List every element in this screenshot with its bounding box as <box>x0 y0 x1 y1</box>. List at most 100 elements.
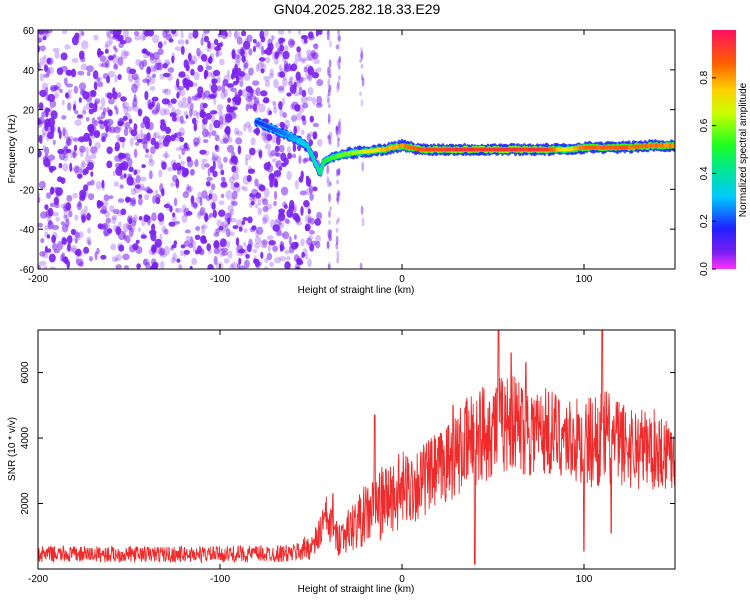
noise-blob <box>203 90 211 98</box>
noise-blob <box>301 35 309 45</box>
noise-blob <box>211 130 217 137</box>
noise-blob <box>80 213 87 222</box>
noise-blob <box>99 55 107 63</box>
noise-blob <box>277 30 285 35</box>
noise-blob <box>87 133 92 141</box>
noise-blob <box>195 111 200 120</box>
noise-blob <box>169 205 173 213</box>
noise-blob <box>247 168 256 174</box>
noise-blob <box>269 68 274 76</box>
noise-blob <box>204 212 208 220</box>
noise-blob <box>272 245 278 252</box>
noise-blob <box>162 63 168 69</box>
noise-blob <box>42 144 47 153</box>
noise-blob <box>122 223 129 233</box>
noise-blob <box>201 31 207 42</box>
noise-blob <box>280 242 285 252</box>
noise-blob <box>187 158 194 168</box>
noise-blob <box>292 143 297 153</box>
noise-blob <box>199 149 207 155</box>
noise-blob <box>228 106 234 113</box>
noise-blob <box>172 162 178 171</box>
noise-blob <box>192 82 198 88</box>
noise-blob <box>74 238 78 244</box>
noise-blob <box>201 158 208 163</box>
noise-blob <box>42 250 49 259</box>
noise-blob <box>200 225 206 235</box>
noise-blob <box>144 90 149 101</box>
noise-blob <box>45 94 51 101</box>
noise-blob <box>90 171 94 177</box>
noise-blob <box>205 60 210 67</box>
noise-blob <box>72 150 77 159</box>
noise-blob <box>88 125 94 133</box>
noise-blob <box>182 191 189 199</box>
noise-blob <box>111 256 117 263</box>
noise-stripe-blob <box>359 58 363 64</box>
noise-blob <box>248 48 253 56</box>
noise-blob <box>263 188 270 198</box>
noise-blob <box>140 186 146 192</box>
noise-blob <box>104 92 111 99</box>
noise-blob <box>304 223 311 232</box>
noise-blob <box>55 82 62 90</box>
noise-blob <box>60 177 66 185</box>
noise-blob <box>263 30 269 37</box>
noise-blob <box>230 182 235 190</box>
noise-blob <box>87 239 91 246</box>
noise-stripe-blob <box>328 87 331 92</box>
noise-blob <box>260 240 267 248</box>
x-tick-label: -100 <box>210 574 230 585</box>
noise-blob <box>42 36 47 41</box>
noise-blob <box>299 190 307 196</box>
noise-blob <box>271 35 275 40</box>
noise-blob <box>149 86 156 91</box>
noise-blob <box>81 160 85 166</box>
noise-blob <box>312 186 318 192</box>
noise-blob <box>147 121 154 131</box>
noise-blob <box>67 102 72 111</box>
noise-blob <box>122 253 130 261</box>
signal-core <box>318 171 322 176</box>
noise-blob <box>307 208 311 215</box>
noise-blob <box>175 147 183 151</box>
noise-blob <box>38 37 43 43</box>
noise-blob <box>213 247 220 255</box>
noise-blob <box>127 224 133 231</box>
noise-blob <box>262 216 267 225</box>
noise-blob <box>222 120 229 126</box>
noise-blob <box>286 256 291 261</box>
noise-blob <box>71 245 77 252</box>
noise-blob <box>123 265 129 269</box>
noise-stripe-blob <box>327 35 330 41</box>
noise-blob <box>134 34 141 41</box>
noise-blob <box>190 68 195 76</box>
noise-stripe-blob <box>337 30 340 36</box>
noise-blob <box>102 73 109 80</box>
noise-blob <box>279 71 285 78</box>
noise-blob <box>241 88 249 98</box>
noise-blob <box>261 132 267 141</box>
noise-blob <box>117 230 126 241</box>
noise-blob <box>276 48 281 56</box>
noise-blob <box>278 144 285 153</box>
noise-stripe-blob <box>327 89 331 97</box>
noise-blob <box>121 161 129 171</box>
snr-panel: -200 -100 0 100 2000 4000 6000 Height of strai… <box>7 329 676 595</box>
noise-blob <box>184 229 191 234</box>
noise-blob <box>117 56 124 66</box>
noise-blob <box>254 178 259 187</box>
noise-blob <box>249 227 256 233</box>
noise-blob <box>152 51 160 60</box>
noise-blob <box>305 70 311 79</box>
noise-blob <box>100 254 107 260</box>
noise-blob <box>225 228 231 238</box>
noise-blob <box>273 170 282 177</box>
noise-blob <box>115 166 123 176</box>
noise-blob <box>154 189 159 195</box>
noise-blob <box>213 255 218 266</box>
noise-blob <box>128 166 134 173</box>
noise-blob <box>254 204 259 209</box>
noise-blob <box>113 181 120 187</box>
noise-blob <box>262 239 268 249</box>
